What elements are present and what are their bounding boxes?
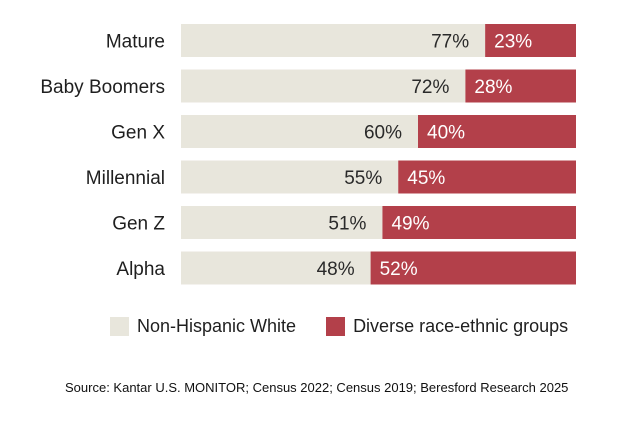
data-label-white: 60% bbox=[364, 123, 402, 144]
data-label-white: 77% bbox=[431, 32, 469, 53]
bar-diverse bbox=[398, 160, 576, 194]
data-label-diverse: 45% bbox=[407, 168, 445, 189]
data-label-white: 55% bbox=[344, 168, 382, 189]
source-note: Source: Kantar U.S. MONITOR; Census 2022… bbox=[65, 380, 569, 395]
data-label-diverse: 40% bbox=[427, 123, 465, 144]
stacked-bar-chart: Mature 77% 23% Baby Boomers 72% 28% Gen X 60% 40… bbox=[40, 24, 576, 285]
bar-diverse bbox=[382, 206, 576, 239]
data-label-white: 72% bbox=[411, 77, 449, 98]
bar-non-hispanic-white bbox=[181, 160, 399, 194]
bar-diverse bbox=[465, 69, 576, 103]
legend-item-non-hispanic-white: Non-Hispanic White bbox=[110, 316, 296, 337]
data-label-diverse: 28% bbox=[474, 77, 512, 98]
chart-legend: Non-Hispanic White Diverse race-ethnic g… bbox=[110, 316, 598, 337]
bar-non-hispanic-white bbox=[181, 115, 418, 148]
data-label-white: 51% bbox=[328, 214, 366, 235]
category-label: Gen X bbox=[111, 123, 165, 144]
legend-swatch-white bbox=[110, 317, 129, 336]
category-label: Millennial bbox=[86, 168, 165, 189]
legend-label-diverse: Diverse race-ethnic groups bbox=[353, 316, 569, 336]
data-label-diverse: 23% bbox=[494, 32, 532, 53]
bar-non-hispanic-white bbox=[181, 69, 466, 103]
legend-label-white: Non-Hispanic White bbox=[137, 316, 297, 336]
data-label-white: 48% bbox=[317, 259, 355, 280]
category-label: Baby Boomers bbox=[40, 77, 165, 98]
bar-non-hispanic-white bbox=[181, 206, 383, 239]
legend-item-diverse: Diverse race-ethnic groups bbox=[326, 316, 568, 337]
bar-diverse bbox=[485, 24, 576, 57]
category-label: Gen Z bbox=[112, 214, 165, 235]
bar-diverse bbox=[370, 251, 576, 285]
legend-swatch-diverse bbox=[326, 317, 346, 336]
data-label-diverse: 52% bbox=[380, 259, 418, 280]
data-label-diverse: 49% bbox=[391, 214, 429, 235]
bar-non-hispanic-white bbox=[181, 251, 371, 285]
bar-diverse bbox=[418, 115, 576, 148]
category-label: Alpha bbox=[116, 259, 165, 280]
category-label: Mature bbox=[106, 32, 165, 53]
bar-non-hispanic-white bbox=[181, 24, 486, 57]
